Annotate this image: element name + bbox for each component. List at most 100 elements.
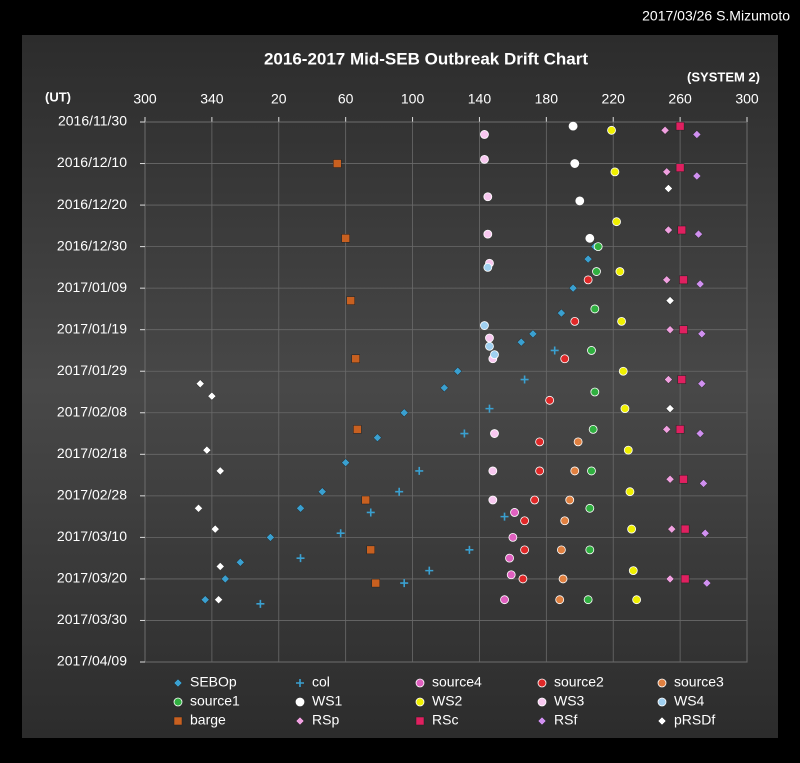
point xyxy=(583,254,593,264)
point xyxy=(400,579,409,588)
legend-marker xyxy=(657,678,667,688)
x-tick-label: 60 xyxy=(338,91,354,107)
point xyxy=(510,508,519,517)
point xyxy=(465,545,474,554)
legend-marker xyxy=(173,716,183,726)
point xyxy=(568,121,578,131)
point xyxy=(620,404,630,414)
legend-label: source2 xyxy=(554,674,604,690)
point xyxy=(366,545,375,555)
point xyxy=(697,329,707,339)
point xyxy=(610,167,620,177)
point xyxy=(560,354,570,364)
point xyxy=(662,425,672,434)
legend-marker xyxy=(173,678,183,688)
point xyxy=(425,566,434,575)
point xyxy=(353,425,362,434)
point xyxy=(490,350,499,360)
point xyxy=(679,325,688,334)
point xyxy=(667,524,677,534)
point xyxy=(439,383,449,393)
point xyxy=(520,516,529,526)
point xyxy=(628,566,638,576)
chart-title: 2016-2017 Mid-SEB Outbreak Drift Chart xyxy=(264,49,588,68)
legend-label: RSf xyxy=(554,712,577,728)
point xyxy=(662,275,672,285)
point xyxy=(588,424,598,434)
point xyxy=(593,242,603,252)
point xyxy=(565,495,575,505)
x-tick-label: 300 xyxy=(133,91,157,107)
y-tick-label: 2016/12/30 xyxy=(57,237,127,253)
point xyxy=(583,595,593,605)
point xyxy=(483,262,493,272)
y-axis-label: (UT) xyxy=(45,89,71,104)
point xyxy=(556,545,566,555)
point xyxy=(664,375,673,384)
point xyxy=(202,445,212,455)
point xyxy=(660,125,670,135)
point xyxy=(675,121,685,131)
legend-label: WS4 xyxy=(674,693,705,709)
legend-marker xyxy=(537,697,547,707)
legend-label: pRSDf xyxy=(674,712,715,728)
y-tick-label: 2017/03/20 xyxy=(57,570,127,586)
y-tick-label: 2016/12/10 xyxy=(57,154,127,170)
point xyxy=(366,508,375,517)
point xyxy=(677,375,687,384)
point xyxy=(568,283,578,293)
point xyxy=(675,425,685,434)
point xyxy=(575,196,585,206)
point xyxy=(664,225,673,235)
point xyxy=(699,479,708,488)
point xyxy=(508,532,518,542)
point xyxy=(395,487,404,496)
point xyxy=(560,516,570,526)
legend-label: RSc xyxy=(432,712,458,728)
legend-label: source4 xyxy=(432,674,482,690)
point xyxy=(480,154,489,164)
legend-label: WS1 xyxy=(312,693,343,709)
point xyxy=(214,595,223,605)
point xyxy=(590,387,600,397)
legend-marker xyxy=(415,697,425,707)
point xyxy=(632,595,642,605)
point xyxy=(665,404,675,413)
x-tick-label: 100 xyxy=(401,91,425,107)
point xyxy=(361,495,370,505)
legend-label: source3 xyxy=(674,674,724,690)
point xyxy=(341,458,351,467)
point xyxy=(570,316,580,326)
point xyxy=(587,466,596,476)
point xyxy=(695,279,705,289)
point xyxy=(528,329,538,339)
legend-marker xyxy=(657,697,667,707)
legend-label: RSp xyxy=(312,712,339,728)
point xyxy=(550,346,559,355)
point xyxy=(607,125,616,135)
point xyxy=(700,528,710,538)
y-tick-label: 2017/02/08 xyxy=(57,403,127,419)
legend-label: barge xyxy=(190,712,226,728)
point xyxy=(665,474,675,484)
point xyxy=(195,379,205,389)
point xyxy=(373,433,382,443)
chart-panel xyxy=(22,35,778,738)
credit: 2017/03/26 S.Mizumoto xyxy=(642,8,790,24)
point xyxy=(627,524,637,534)
x-tick-label: 20 xyxy=(271,91,287,107)
point xyxy=(618,366,628,376)
y-tick-label: 2016/12/20 xyxy=(57,196,127,212)
point xyxy=(692,130,702,139)
point xyxy=(557,308,566,318)
point xyxy=(485,341,494,351)
legend-marker xyxy=(173,697,183,707)
point xyxy=(210,524,220,534)
x-tick-label: 300 xyxy=(735,91,759,107)
point xyxy=(490,429,499,438)
point xyxy=(341,234,350,243)
legend-marker xyxy=(415,716,425,726)
point xyxy=(351,354,360,364)
legend-label: col xyxy=(312,674,330,690)
point xyxy=(615,267,625,276)
